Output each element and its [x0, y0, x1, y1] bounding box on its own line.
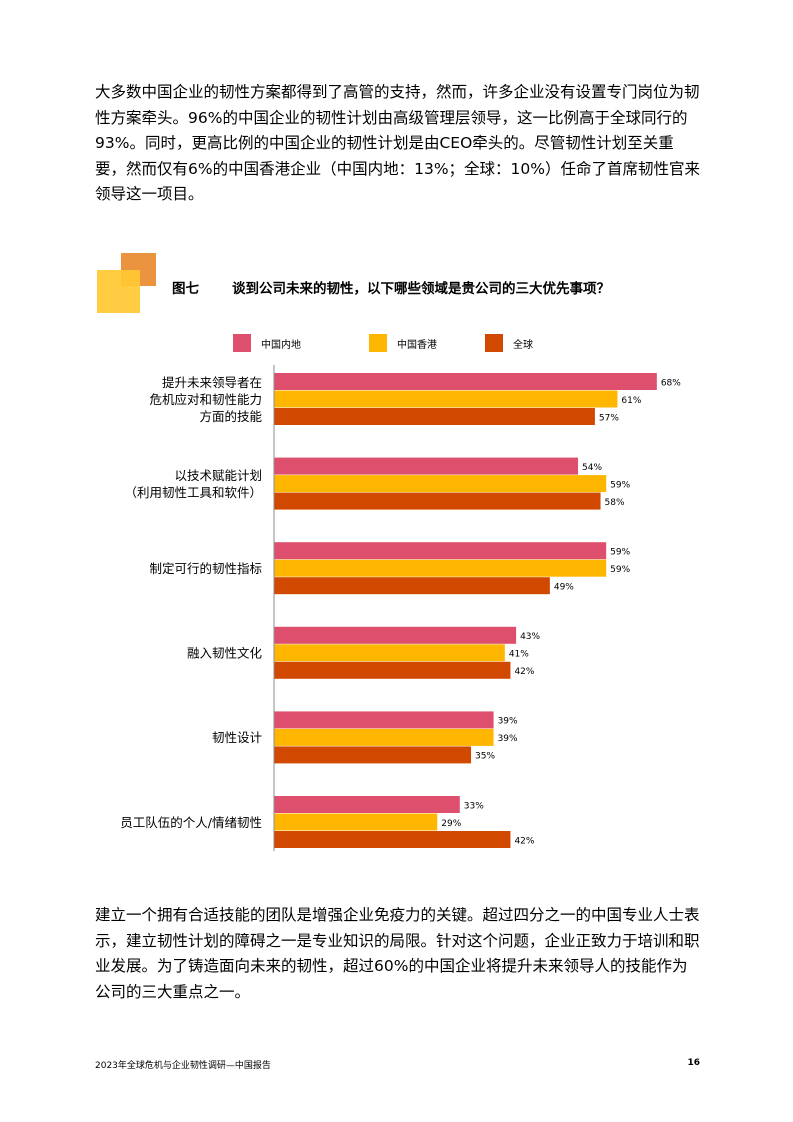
footer-report-title: 2023年全球危机与企业韧性调研—中国报告: [95, 1061, 271, 1071]
category-label-0: 提升未来领导者在危机应对和韧性能力方面的技能: [149, 375, 262, 424]
category-label-4: 韧性设计: [212, 730, 262, 745]
bar-3-1: [274, 644, 505, 662]
legend-label-hongkong: 中国香港: [397, 339, 437, 351]
data-label-1-0: 54%: [582, 463, 602, 473]
category-label-line: 提升未来领导者在: [162, 375, 262, 390]
category-label-3: 融入韧性文化: [187, 646, 263, 661]
intro-paragraph: 大多数中国企业的韧性方案都得到了高管的支持，然而，许多企业没有设置专门岗位为韧性…: [95, 83, 700, 203]
conclusion-paragraph: 建立一个拥有合适技能的团队是增强企业免疫力的关键。超过四分之一的中国专业人士表示…: [95, 906, 700, 1001]
category-label-line: 以技术赋能计划: [174, 468, 262, 483]
category-label-line: 制定可行的韧性指标: [149, 561, 262, 576]
bar-2-0: [274, 542, 607, 560]
data-label-4-0: 39%: [498, 717, 518, 727]
bar-3-2: [274, 661, 511, 679]
category-label-line: 员工队伍的个人/情绪韧性: [120, 815, 262, 830]
bar-5-0: [274, 796, 460, 813]
data-label-5-0: 33%: [464, 801, 484, 811]
legend-item-global: 全球: [485, 333, 533, 353]
bar-1-0: [274, 457, 579, 475]
figure-title: 谈到公司未来的韧性，以下哪些领域是贵公司的三大优先事项？: [232, 281, 610, 297]
data-label-3-0: 43%: [520, 632, 540, 642]
bar-5-1: [274, 813, 438, 831]
bar-4-0: [274, 711, 494, 729]
bar-0-2: [274, 408, 595, 425]
category-label-line: 韧性设计: [212, 730, 262, 745]
data-label-0-1: 61%: [621, 396, 641, 406]
data-label-2-1: 59%: [610, 565, 630, 575]
bar-1-1: [274, 475, 607, 493]
legend-swatch-global: [485, 334, 503, 352]
data-label-0-0: 68%: [661, 378, 681, 388]
legend-label-global: 全球: [513, 339, 533, 351]
category-label-line: 方面的技能: [199, 409, 262, 424]
bar-0-1: [274, 390, 618, 408]
bar-4-2: [274, 746, 472, 764]
category-label-line: （利用韧性工具和软件）: [124, 485, 262, 500]
category-label-1: 以技术赋能计划 （利用韧性工具和软件）: [124, 468, 262, 500]
legend-swatch-hongkong: [369, 334, 387, 352]
page-number: 16: [687, 1058, 700, 1068]
legend-item-mainland: 中国内地: [233, 333, 301, 353]
data-label-2-2: 49%: [554, 582, 574, 592]
category-label-2: 制定可行的韧性指标: [149, 561, 262, 576]
data-label-3-1: 41%: [509, 650, 529, 660]
category-label-line: 危机应对和韧性能力: [149, 392, 262, 407]
legend-item-hongkong: 中国香港: [369, 333, 437, 353]
data-label-4-1: 39%: [498, 734, 518, 744]
bar-0-0: [274, 373, 657, 390]
data-label-2-0: 59%: [610, 547, 630, 557]
decorative-square-yellow: [97, 270, 140, 313]
bar-5-2: [274, 831, 511, 848]
bar-1-2: [274, 492, 601, 510]
data-label-1-1: 59%: [610, 480, 630, 490]
category-label-line: 融入韧性文化: [187, 646, 263, 661]
data-label-1-2: 58%: [605, 498, 625, 508]
data-label-0-2: 57%: [599, 413, 619, 423]
category-label-5: 员工队伍的个人/情绪韧性: [120, 815, 262, 830]
figure-label: 图七: [172, 281, 199, 297]
legend-swatch-mainland: [233, 334, 251, 352]
bar-2-1: [274, 559, 607, 577]
bar-4-1: [274, 728, 494, 746]
data-label-5-1: 29%: [441, 819, 461, 829]
data-label-4-2: 35%: [475, 752, 495, 762]
legend-label-mainland: 中国内地: [261, 339, 301, 351]
bar-3-0: [274, 626, 517, 644]
data-label-3-2: 42%: [514, 667, 534, 677]
data-label-5-2: 42%: [514, 836, 534, 846]
bar-2-2: [274, 577, 550, 595]
